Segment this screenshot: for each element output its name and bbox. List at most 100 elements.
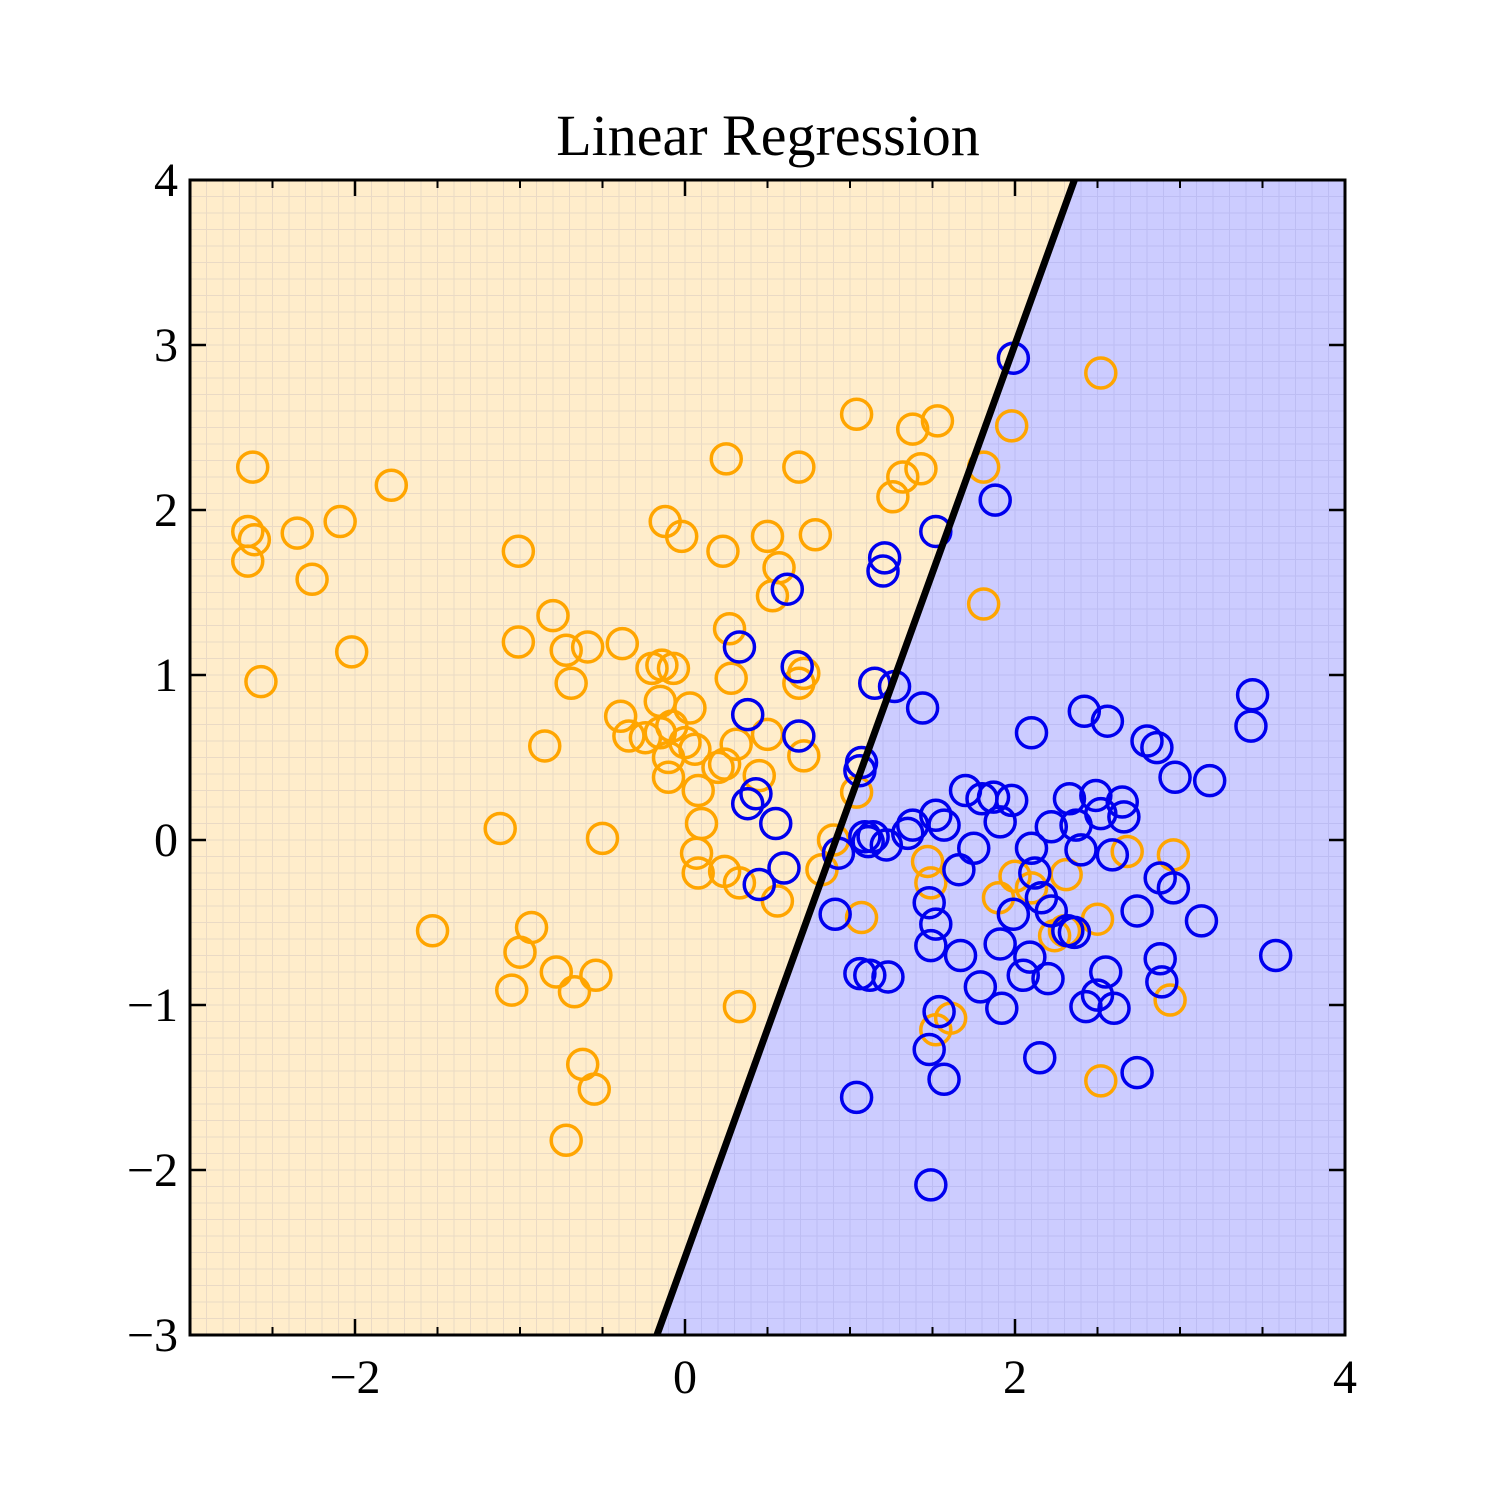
data-point (750, 519, 785, 554)
data-point (983, 927, 1017, 961)
y-tick-label: 0 (154, 814, 178, 867)
data-point (739, 777, 773, 811)
y-tick-label: 3 (154, 319, 178, 372)
decision-regions (190, 180, 1345, 1335)
data-point (554, 666, 588, 700)
region-blue (656, 180, 1345, 1335)
data-point (528, 729, 562, 763)
data-point (912, 1032, 946, 1067)
data-point (1014, 871, 1049, 905)
data-point (922, 994, 956, 1029)
data-point (798, 518, 833, 552)
data-point (782, 719, 816, 753)
y-tick-label: 4 (154, 154, 178, 207)
data-point (1006, 958, 1040, 993)
data-point (742, 758, 776, 793)
data-point (759, 806, 793, 841)
data-point (1034, 810, 1069, 844)
data-point (978, 483, 1012, 517)
data-point (1107, 800, 1141, 834)
decision-boundary-group (653, 180, 1078, 1335)
data-point (1158, 760, 1192, 795)
data-point (605, 626, 640, 661)
series-orange (231, 356, 1191, 1158)
data-point (323, 504, 357, 539)
data-point (787, 739, 821, 773)
data-point (780, 650, 814, 684)
data-points (231, 341, 1293, 1202)
data-point (664, 519, 699, 554)
data-point (983, 805, 1017, 839)
data-point (722, 866, 757, 900)
data-point (871, 960, 905, 994)
data-point (495, 973, 529, 1007)
data-point (231, 544, 265, 578)
data-point (851, 824, 885, 859)
data-point (656, 651, 691, 686)
decision-boundary (653, 180, 1078, 1335)
data-point (919, 907, 953, 941)
data-point (706, 534, 740, 568)
series-blue (722, 341, 1293, 1202)
data-point (1052, 782, 1087, 816)
data-point (742, 867, 776, 902)
data-point (919, 1013, 953, 1047)
y-tick-label: −1 (127, 979, 178, 1032)
data-point (681, 773, 715, 808)
data-point (1192, 763, 1227, 798)
data-point (730, 786, 765, 821)
data-point (1234, 709, 1268, 743)
data-point (912, 885, 946, 920)
data-point (237, 522, 272, 557)
data-point (839, 1080, 874, 1115)
data-point (1143, 942, 1177, 976)
data-point (1057, 915, 1092, 950)
data-point (1034, 894, 1069, 928)
data-point (755, 579, 790, 613)
data-point (1014, 716, 1049, 750)
data-point (603, 699, 638, 733)
data-point (919, 798, 953, 832)
data-point (501, 534, 536, 568)
data-point (1130, 724, 1164, 758)
data-point (570, 630, 605, 664)
data-point (707, 747, 742, 781)
data-point (994, 783, 1029, 818)
y-tick-label: −3 (127, 1309, 178, 1362)
data-point (844, 900, 879, 935)
data-point (1084, 796, 1118, 831)
data-point (910, 844, 945, 879)
y-tick-label: 2 (154, 484, 178, 537)
data-point (501, 625, 536, 659)
data-point (1079, 778, 1113, 813)
data-point (998, 859, 1032, 894)
data-point (1145, 965, 1179, 999)
data-point (853, 958, 887, 993)
data-point (549, 633, 583, 667)
data-point (914, 866, 948, 900)
data-point (943, 938, 978, 973)
data-point (536, 598, 570, 633)
data-point (957, 831, 991, 865)
data-point (549, 1123, 583, 1158)
data-point (1069, 989, 1103, 1024)
data-point (963, 970, 998, 1004)
data-point (927, 808, 961, 842)
x-tick-label: 4 (1333, 1351, 1357, 1404)
data-point (722, 630, 757, 664)
data-point (782, 450, 816, 484)
data-point (927, 1062, 961, 1096)
data-point (1031, 961, 1065, 996)
data-point (730, 697, 765, 732)
data-point (1064, 833, 1098, 867)
data-point (767, 851, 801, 885)
data-point (712, 612, 747, 646)
data-point (539, 955, 574, 989)
y-tick-label: 1 (154, 649, 178, 702)
data-point (673, 691, 707, 725)
data-point (1018, 856, 1052, 890)
data-point (235, 450, 270, 484)
data-point (1153, 983, 1187, 1017)
data-point (818, 897, 852, 931)
data-point (1089, 955, 1123, 989)
